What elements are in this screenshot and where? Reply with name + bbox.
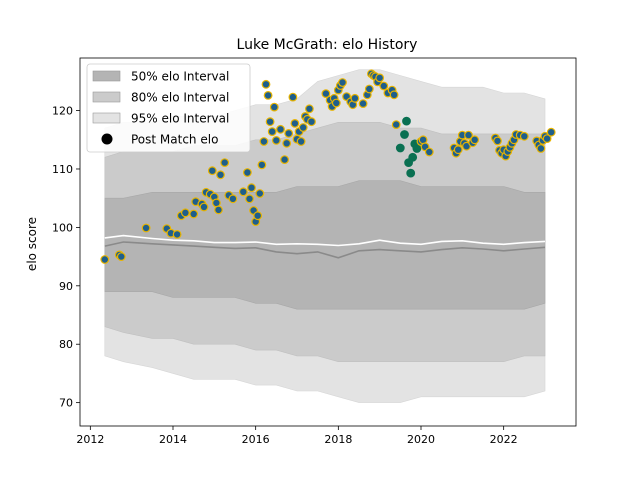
data-point (338, 78, 347, 87)
y-tick-label: 90 (59, 280, 73, 293)
data-point (284, 128, 294, 138)
data-point (375, 73, 385, 83)
data-point (259, 137, 269, 146)
x-tick-label: 2022 (490, 433, 518, 446)
data-point (199, 202, 209, 212)
data-point (261, 79, 271, 89)
data-point (519, 131, 529, 141)
plot-area (100, 69, 556, 403)
data-point (542, 134, 552, 144)
data-point (305, 104, 314, 114)
data-point (253, 211, 263, 221)
data-point (391, 120, 401, 129)
data-point (269, 102, 279, 112)
y-tick-label: 100 (52, 221, 73, 234)
x-tick-label: 2018 (324, 433, 352, 446)
data-point (536, 144, 546, 153)
data-point (379, 81, 389, 91)
data-point (402, 116, 411, 126)
data-point (406, 168, 416, 178)
x-tick-label: 2014 (159, 433, 187, 446)
data-point (321, 89, 331, 98)
y-tick-label: 70 (59, 397, 73, 410)
data-point (389, 90, 399, 100)
chart-title: Luke McGrath: elo History (237, 37, 418, 53)
data-point (257, 160, 267, 170)
data-point (255, 189, 265, 198)
data-point (288, 92, 298, 102)
data-point (242, 168, 252, 177)
data-point (276, 124, 285, 134)
data-point (271, 135, 281, 145)
data-point (470, 135, 480, 145)
legend-label: 80% elo Interval (131, 91, 229, 105)
y-tick-label: 80 (59, 338, 73, 351)
data-point (207, 166, 217, 176)
data-point (245, 194, 254, 204)
data-point (546, 127, 556, 137)
median-line (104, 241, 546, 259)
data-point (350, 93, 360, 103)
data-point (280, 155, 290, 165)
data-point (358, 99, 368, 108)
data-point (464, 130, 473, 140)
x-tick-label: 2020 (407, 433, 435, 446)
data-point (290, 118, 300, 128)
legend-box (86, 63, 251, 153)
mean-line (104, 234, 546, 247)
legend-label: 95% elo Interval (131, 112, 229, 126)
data-point (296, 137, 306, 146)
data-point (216, 170, 225, 180)
axis-ticks: 2012 2014 2016 2018 2020 2022 70 80 90 100 110 120 (52, 105, 518, 446)
data-point (172, 229, 182, 239)
data-point (307, 117, 316, 127)
data-point (493, 136, 502, 146)
data-point (141, 223, 151, 233)
legend-marker (101, 133, 113, 145)
data-point (298, 123, 308, 132)
data-point (263, 90, 273, 100)
data-point (412, 144, 422, 153)
data-point (453, 145, 463, 155)
legend-swatch (92, 91, 121, 103)
y-tick-label: 110 (52, 163, 73, 176)
data-point (100, 255, 110, 264)
legend-label: 50% elo Interval (131, 70, 229, 84)
data-point (364, 84, 374, 94)
data-point (424, 147, 434, 157)
legend-swatch (92, 112, 121, 124)
y-axis-label: elo score (25, 217, 39, 271)
data-point (267, 127, 277, 137)
axes-frame (79, 57, 577, 427)
data-point (408, 152, 418, 162)
data-point (238, 187, 248, 197)
data-point (395, 143, 405, 153)
data-point (228, 194, 238, 204)
data-point (247, 183, 256, 193)
x-tick-label: 2012 (76, 433, 104, 446)
data-point (265, 117, 275, 127)
y-tick-label: 120 (52, 105, 73, 118)
data-point (400, 130, 409, 139)
legend: 50% elo Interval 80% elo Interval 95% elo … (86, 63, 251, 153)
data-point (282, 138, 292, 148)
data-point (220, 158, 230, 168)
data-point (116, 252, 126, 262)
legend-label: Post Match elo (131, 133, 218, 147)
legend-swatch (92, 70, 121, 82)
x-tick-label: 2016 (242, 433, 270, 446)
data-point (180, 208, 190, 218)
data-point (214, 205, 223, 215)
data-point (331, 98, 341, 108)
data-point (189, 209, 199, 219)
